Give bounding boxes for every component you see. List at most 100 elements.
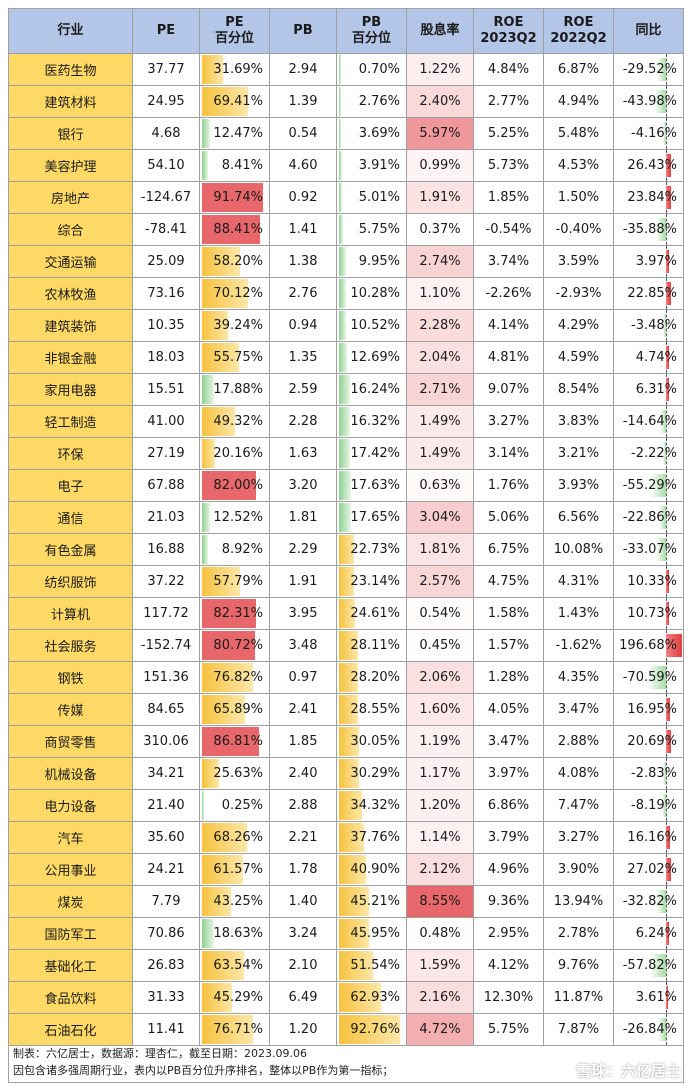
pe-percentile-cell: 70.12%	[199, 277, 270, 310]
yoy-value: 20.69%	[627, 734, 677, 749]
dividend-yield-cell: 2.40%	[406, 85, 474, 118]
pb-percentile-cell: 37.76%	[336, 821, 407, 854]
percentile-value: 61.57%	[213, 862, 263, 877]
roe-2023q2-cell: 4.05%	[473, 693, 544, 726]
roe-2022q2-cell: 13.94%	[543, 885, 614, 918]
roe-2022q2-cell: 3.27%	[543, 821, 614, 854]
percentile-value: 22.73%	[350, 542, 400, 557]
pe-percentile-bar	[202, 823, 248, 852]
pb-percentile-bar	[339, 407, 350, 436]
yoy-cell: -2.83%	[613, 757, 684, 790]
roe-2022q2-cell: 3.21%	[543, 437, 614, 470]
percentile-value: 45.29%	[213, 990, 263, 1005]
percentile-value: 24.61%	[350, 606, 400, 621]
yoy-bar	[666, 346, 669, 369]
industry-cell: 石油石化	[8, 1013, 133, 1046]
percentile-value: 28.20%	[350, 670, 400, 685]
yoy-bar	[666, 698, 671, 721]
roe-2023q2-cell: 3.14%	[473, 437, 544, 470]
table-row: 基础化工 26.83 63.54% 2.10 51.54% 1.59% 4.12% 9.76%…	[8, 949, 684, 982]
pb-cell: 4.60	[269, 149, 337, 182]
yoy-cell: 23.84%	[613, 181, 684, 214]
yoy-cell: -33.07%	[613, 533, 684, 566]
table-row: 建筑材料 24.95 69.41% 1.39 2.76% 2.40% 2.77% 4.94% -…	[8, 85, 684, 118]
column-header: PE	[132, 8, 200, 54]
column-header-text: 2023Q2	[480, 31, 537, 46]
pe-percentile-cell: 65.89%	[199, 693, 270, 726]
yoy-bar	[666, 858, 672, 881]
roe-2023q2-cell: 4.96%	[473, 853, 544, 886]
dividend-yield-cell: 1.14%	[406, 821, 474, 854]
yoy-bar	[660, 410, 666, 433]
yoy-axis-line	[666, 438, 667, 469]
yoy-cell: 6.24%	[613, 917, 684, 950]
pe-cell: -152.74	[132, 629, 200, 662]
yoy-value: -4.16%	[631, 126, 677, 141]
dividend-yield-cell: 1.10%	[406, 277, 474, 310]
roe-2023q2-cell: 3.79%	[473, 821, 544, 854]
pe-cell: 24.95	[132, 85, 200, 118]
pb-cell: 1.63	[269, 437, 337, 470]
roe-2023q2-cell: 1.76%	[473, 469, 544, 502]
pb-percentile-cell: 17.65%	[336, 501, 407, 534]
yoy-cell: 6.31%	[613, 373, 684, 406]
percentile-value: 82.31%	[213, 606, 263, 621]
roe-2022q2-cell: 10.08%	[543, 533, 614, 566]
pb-cell: 2.29	[269, 533, 337, 566]
column-header-text: ROE	[493, 15, 524, 30]
pe-percentile-bar	[202, 407, 235, 436]
roe-2022q2-cell: 2.88%	[543, 725, 614, 758]
industry-cell: 建筑装饰	[8, 309, 133, 342]
roe-2023q2-cell: 9.36%	[473, 885, 544, 918]
pb-percentile-bar	[339, 791, 362, 820]
pb-cell: 2.21	[269, 821, 337, 854]
pb-percentile-cell: 28.11%	[336, 629, 407, 662]
percentile-value: 63.54%	[213, 958, 263, 973]
pb-cell: 2.41	[269, 693, 337, 726]
table-row: 电力设备 21.40 0.25% 2.88 34.32% 1.20% 6.86% 7.47% -…	[8, 789, 684, 822]
table-footer: 制表：六亿居士，数据源：理杏仁，截至日期：2023.09.06 因包含诸多强周期…	[8, 1043, 684, 1083]
pe-percentile-cell: 88.41%	[199, 213, 270, 246]
column-header: ROE 2022Q2	[543, 8, 614, 54]
percentile-value: 16.24%	[350, 382, 400, 397]
yoy-bar	[656, 538, 666, 561]
pe-percentile-bar	[202, 119, 211, 148]
percentile-value: 12.52%	[213, 510, 263, 525]
pe-percentile-cell: 68.26%	[199, 821, 270, 854]
pb-percentile-bar	[339, 951, 374, 980]
pb-percentile-bar	[339, 503, 351, 532]
pb-percentile-cell: 17.42%	[336, 437, 407, 470]
pb-cell: 1.38	[269, 245, 337, 278]
pe-percentile-bar	[202, 535, 208, 564]
pb-percentile-cell: 92.76%	[336, 1013, 407, 1046]
percentile-value: 12.69%	[350, 350, 400, 365]
pe-cell: 73.16	[132, 277, 200, 310]
yoy-value: -43.98%	[622, 94, 677, 109]
percentile-value: 16.32%	[350, 414, 400, 429]
pe-cell: 41.00	[132, 405, 200, 438]
yoy-cell: -43.98%	[613, 85, 684, 118]
pb-cell: 0.92	[269, 181, 337, 214]
pe-percentile-bar	[202, 951, 244, 980]
industry-cell: 计算机	[8, 597, 133, 630]
industry-cell: 基础化工	[8, 949, 133, 982]
pe-percentile-bar	[202, 87, 248, 116]
pb-percentile-cell: 10.52%	[336, 309, 407, 342]
yoy-cell: -70.59%	[613, 661, 684, 694]
yoy-value: 10.73%	[627, 606, 677, 621]
pe-percentile-cell: 12.52%	[199, 501, 270, 534]
percentile-value: 62.93%	[350, 990, 400, 1005]
dividend-yield-cell: 2.04%	[406, 341, 474, 374]
pe-percentile-bar	[202, 311, 228, 340]
roe-2023q2-cell: 5.25%	[473, 117, 544, 150]
roe-2022q2-cell: 4.08%	[543, 757, 614, 790]
dividend-yield-cell: 1.49%	[406, 437, 474, 470]
percentile-value: 39.24%	[213, 318, 263, 333]
yoy-axis-line	[666, 86, 667, 117]
table-row: 非银金融 18.03 55.75% 1.35 12.69% 2.04% 4.81% 4.59%…	[8, 341, 684, 374]
yoy-value: 16.16%	[627, 830, 677, 845]
percentile-value: 17.42%	[350, 446, 400, 461]
roe-2022q2-cell: -2.93%	[543, 277, 614, 310]
dividend-yield-cell: 1.22%	[406, 53, 474, 86]
pb-percentile-cell: 23.14%	[336, 565, 407, 598]
